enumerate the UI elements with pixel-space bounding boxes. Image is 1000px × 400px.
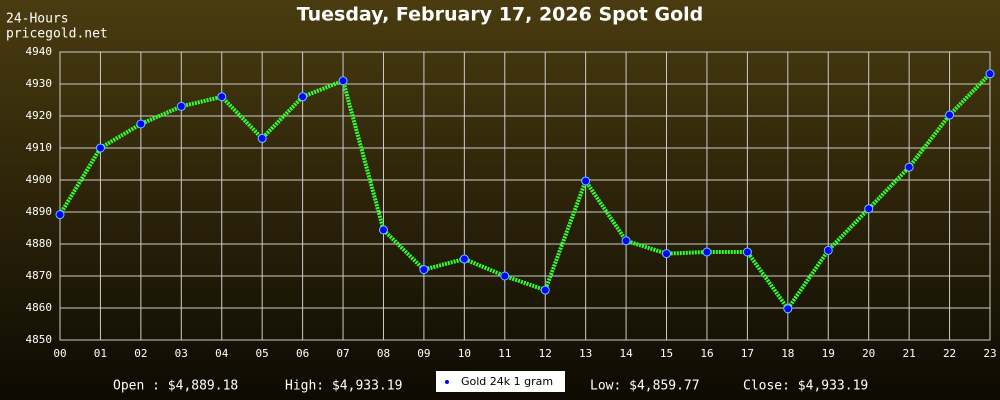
x-tick-label: 01 xyxy=(94,347,107,360)
point xyxy=(459,254,469,264)
point xyxy=(540,285,550,295)
y-tick-label: 4920 xyxy=(26,109,53,122)
point xyxy=(702,247,712,257)
legend xyxy=(436,371,565,392)
point xyxy=(945,110,955,120)
point xyxy=(783,304,793,314)
x-tick-label: 14 xyxy=(619,347,633,360)
y-tick-label: 4910 xyxy=(26,141,53,154)
point xyxy=(419,265,429,275)
point xyxy=(864,204,874,214)
stat: Open : $4,889.18 xyxy=(113,379,238,394)
point xyxy=(500,271,510,281)
x-tick-label: 22 xyxy=(943,347,956,360)
point xyxy=(823,245,833,255)
x-tick-label: 20 xyxy=(862,347,875,360)
y-tick-label: 4880 xyxy=(26,237,53,250)
x-tick-label: 04 xyxy=(215,347,229,360)
x-tick-label: 13 xyxy=(579,347,592,360)
point xyxy=(621,236,631,246)
point xyxy=(985,69,995,79)
legend-label: Gold 24k 1 gram xyxy=(461,375,553,388)
x-tick-label: 16 xyxy=(700,347,713,360)
point xyxy=(742,247,752,257)
x-tick-label: 00 xyxy=(53,347,66,360)
x-tick-label: 10 xyxy=(458,347,471,360)
x-tick-label: 17 xyxy=(741,347,754,360)
stat: Low: $4,859.77 xyxy=(590,379,700,394)
point xyxy=(95,143,105,153)
y-tick-label: 4870 xyxy=(26,269,53,282)
point xyxy=(904,162,914,172)
point xyxy=(136,119,146,129)
x-tick-label: 06 xyxy=(296,347,309,360)
y-tick-label: 4850 xyxy=(26,333,53,346)
x-tick-label: 05 xyxy=(256,347,269,360)
point xyxy=(338,76,348,86)
x-tick-label: 23 xyxy=(983,347,996,360)
x-tick-label: 21 xyxy=(903,347,916,360)
x-tick-label: 02 xyxy=(134,347,147,360)
y-tick-label: 4940 xyxy=(26,45,53,58)
x-tick-label: 15 xyxy=(660,347,673,360)
stat: High: $4,933.19 xyxy=(285,379,402,394)
x-tick-label: 03 xyxy=(175,347,188,360)
subtitle: pricegold.net xyxy=(6,27,108,42)
point xyxy=(378,225,388,235)
y-tick-label: 4890 xyxy=(26,205,53,218)
point xyxy=(217,92,227,102)
y-tick-label: 4860 xyxy=(26,301,53,314)
x-tick-label: 12 xyxy=(539,347,552,360)
x-tick-label: 18 xyxy=(781,347,794,360)
series-line xyxy=(58,72,992,313)
x-tick-label: 11 xyxy=(498,347,511,360)
y-tick-label: 4930 xyxy=(26,77,53,90)
point xyxy=(662,249,672,259)
subtitle: 24-Hours xyxy=(6,12,69,27)
point xyxy=(176,101,186,111)
x-tick-label: 07 xyxy=(336,347,349,360)
x-tick-label: 09 xyxy=(417,347,430,360)
chart-title: Tuesday, February 17, 2026 Spot Gold xyxy=(297,4,704,26)
x-tick-label: 08 xyxy=(377,347,390,360)
point xyxy=(257,133,267,143)
x-tick-label: 19 xyxy=(822,347,835,360)
stat: Close: $4,933.19 xyxy=(743,379,868,394)
legend-marker xyxy=(445,380,449,384)
point xyxy=(298,92,308,102)
y-tick-label: 4900 xyxy=(26,173,53,186)
point xyxy=(55,210,65,220)
point xyxy=(581,176,591,186)
